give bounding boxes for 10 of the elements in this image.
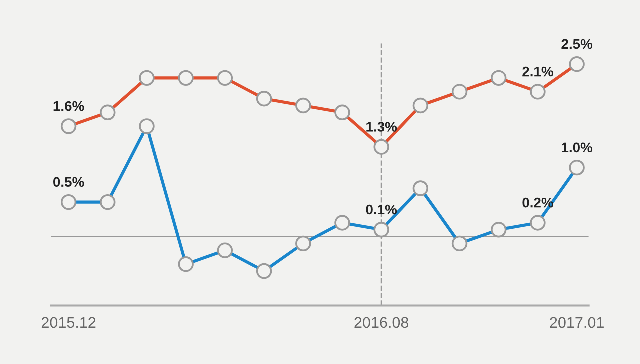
x-tick-label: 2017.01 <box>550 317 604 328</box>
data-label: 1.6% <box>54 101 84 112</box>
data-label: 1.0% <box>562 142 593 153</box>
data-label: 2.1% <box>522 66 554 77</box>
data-label: 0.5% <box>54 177 84 188</box>
data-label: 2.5% <box>562 39 593 50</box>
x-tick-label: 2015.12 <box>42 317 96 328</box>
x-tick-label: 2016.08 <box>354 317 409 328</box>
data-label: 1.3% <box>366 122 398 132</box>
data-label: 0.1% <box>366 204 398 215</box>
